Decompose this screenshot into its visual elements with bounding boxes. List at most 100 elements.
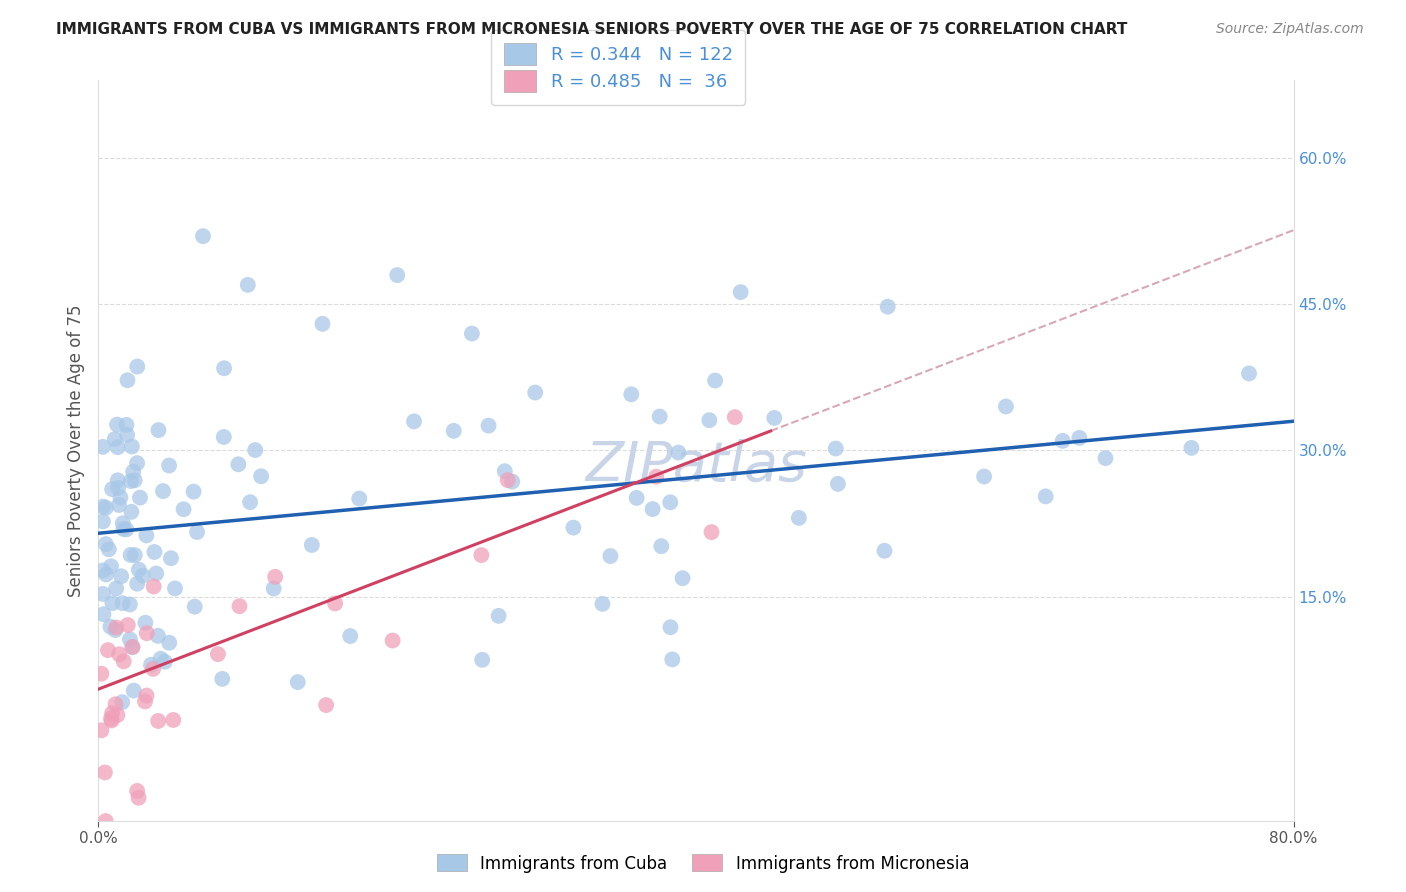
Point bbox=[107, 473, 129, 487]
Point bbox=[162, 713, 184, 727]
Point bbox=[93, 607, 115, 622]
Point bbox=[183, 599, 205, 614]
Point bbox=[104, 432, 127, 446]
Text: ZIPatlas: ZIPatlas bbox=[585, 439, 807, 491]
Point bbox=[149, 651, 172, 665]
Point bbox=[236, 277, 259, 292]
Point bbox=[641, 502, 664, 516]
Point bbox=[107, 440, 129, 454]
Point bbox=[94, 765, 117, 780]
Point bbox=[91, 500, 114, 514]
Point bbox=[501, 475, 523, 489]
Point bbox=[97, 542, 120, 557]
Point bbox=[122, 465, 145, 479]
Point bbox=[496, 473, 519, 487]
Point bbox=[1052, 434, 1074, 448]
Point bbox=[477, 418, 499, 433]
Point bbox=[121, 640, 143, 654]
Point bbox=[105, 582, 128, 596]
Point bbox=[94, 500, 117, 515]
Point bbox=[135, 626, 157, 640]
Point bbox=[135, 528, 157, 542]
Legend: Immigrants from Cuba, Immigrants from Micronesia: Immigrants from Cuba, Immigrants from Mi… bbox=[430, 847, 976, 880]
Point bbox=[127, 784, 149, 798]
Point bbox=[148, 423, 170, 437]
Point bbox=[301, 538, 323, 552]
Point bbox=[461, 326, 484, 341]
Y-axis label: Seniors Poverty Over the Age of 75: Seniors Poverty Over the Age of 75 bbox=[66, 304, 84, 597]
Point bbox=[1237, 367, 1260, 381]
Point bbox=[101, 482, 124, 496]
Point bbox=[186, 524, 208, 539]
Point bbox=[264, 570, 287, 584]
Point bbox=[111, 695, 134, 709]
Point bbox=[183, 484, 205, 499]
Point bbox=[115, 417, 138, 432]
Point bbox=[94, 537, 117, 551]
Point bbox=[323, 597, 346, 611]
Point bbox=[128, 790, 150, 805]
Point bbox=[105, 417, 128, 432]
Point bbox=[120, 505, 142, 519]
Point bbox=[876, 300, 898, 314]
Text: Source: ZipAtlas.com: Source: ZipAtlas.com bbox=[1216, 22, 1364, 37]
Point bbox=[385, 268, 409, 282]
Point bbox=[591, 597, 613, 611]
Point bbox=[97, 643, 120, 657]
Point bbox=[121, 640, 143, 655]
Point bbox=[671, 571, 693, 585]
Legend: R = 0.344   N = 122, R = 0.485   N =  36: R = 0.344 N = 122, R = 0.485 N = 36 bbox=[491, 30, 745, 105]
Point bbox=[115, 522, 138, 536]
Point bbox=[105, 708, 128, 723]
Point bbox=[118, 598, 141, 612]
Point bbox=[157, 458, 180, 473]
Point bbox=[626, 491, 648, 505]
Point bbox=[94, 814, 117, 828]
Point bbox=[117, 373, 139, 387]
Point bbox=[239, 495, 262, 509]
Point bbox=[211, 672, 233, 686]
Point bbox=[120, 474, 142, 488]
Point bbox=[94, 567, 117, 582]
Point bbox=[146, 629, 169, 643]
Point bbox=[228, 599, 250, 614]
Point bbox=[108, 647, 131, 661]
Point bbox=[827, 476, 849, 491]
Point bbox=[160, 551, 183, 566]
Point bbox=[562, 521, 585, 535]
Point bbox=[650, 539, 672, 553]
Point bbox=[207, 647, 229, 661]
Point bbox=[311, 317, 333, 331]
Point bbox=[101, 706, 124, 721]
Point bbox=[1180, 441, 1202, 455]
Point bbox=[488, 608, 510, 623]
Point bbox=[212, 361, 235, 376]
Point bbox=[91, 440, 114, 454]
Point bbox=[724, 410, 747, 425]
Point bbox=[599, 549, 621, 563]
Point bbox=[143, 545, 166, 559]
Point bbox=[104, 623, 127, 637]
Point bbox=[666, 445, 689, 459]
Point bbox=[110, 569, 132, 583]
Point bbox=[100, 620, 122, 634]
Point bbox=[120, 548, 142, 562]
Point bbox=[127, 576, 149, 591]
Point bbox=[645, 469, 668, 483]
Point bbox=[730, 285, 752, 299]
Point bbox=[132, 568, 155, 582]
Point bbox=[121, 440, 143, 454]
Point bbox=[173, 502, 195, 516]
Point bbox=[134, 694, 156, 708]
Point bbox=[1094, 451, 1116, 466]
Point bbox=[112, 654, 135, 668]
Point bbox=[135, 689, 157, 703]
Point bbox=[659, 620, 682, 634]
Point bbox=[134, 615, 156, 630]
Point bbox=[129, 491, 152, 505]
Point bbox=[620, 387, 643, 401]
Point bbox=[661, 652, 683, 666]
Point bbox=[115, 427, 138, 442]
Point bbox=[349, 491, 371, 506]
Point bbox=[263, 582, 285, 596]
